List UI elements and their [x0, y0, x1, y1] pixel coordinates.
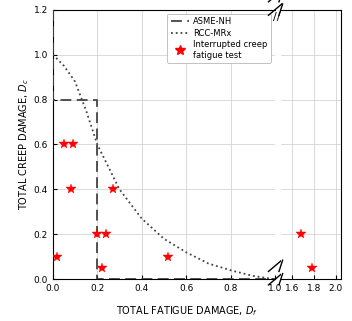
Legend: ASME-NH, RCC-MRx, Interrupted creep
fatigue test: ASME-NH, RCC-MRx, Interrupted creep fati…	[168, 14, 271, 63]
Text: //: //	[273, 12, 281, 22]
Text: TOTAL FATIGUE DAMAGE, $D_f$: TOTAL FATIGUE DAMAGE, $D_f$	[116, 304, 257, 318]
Y-axis label: TOTAL CREEP DAMAGE, $D_c$: TOTAL CREEP DAMAGE, $D_c$	[17, 78, 31, 211]
